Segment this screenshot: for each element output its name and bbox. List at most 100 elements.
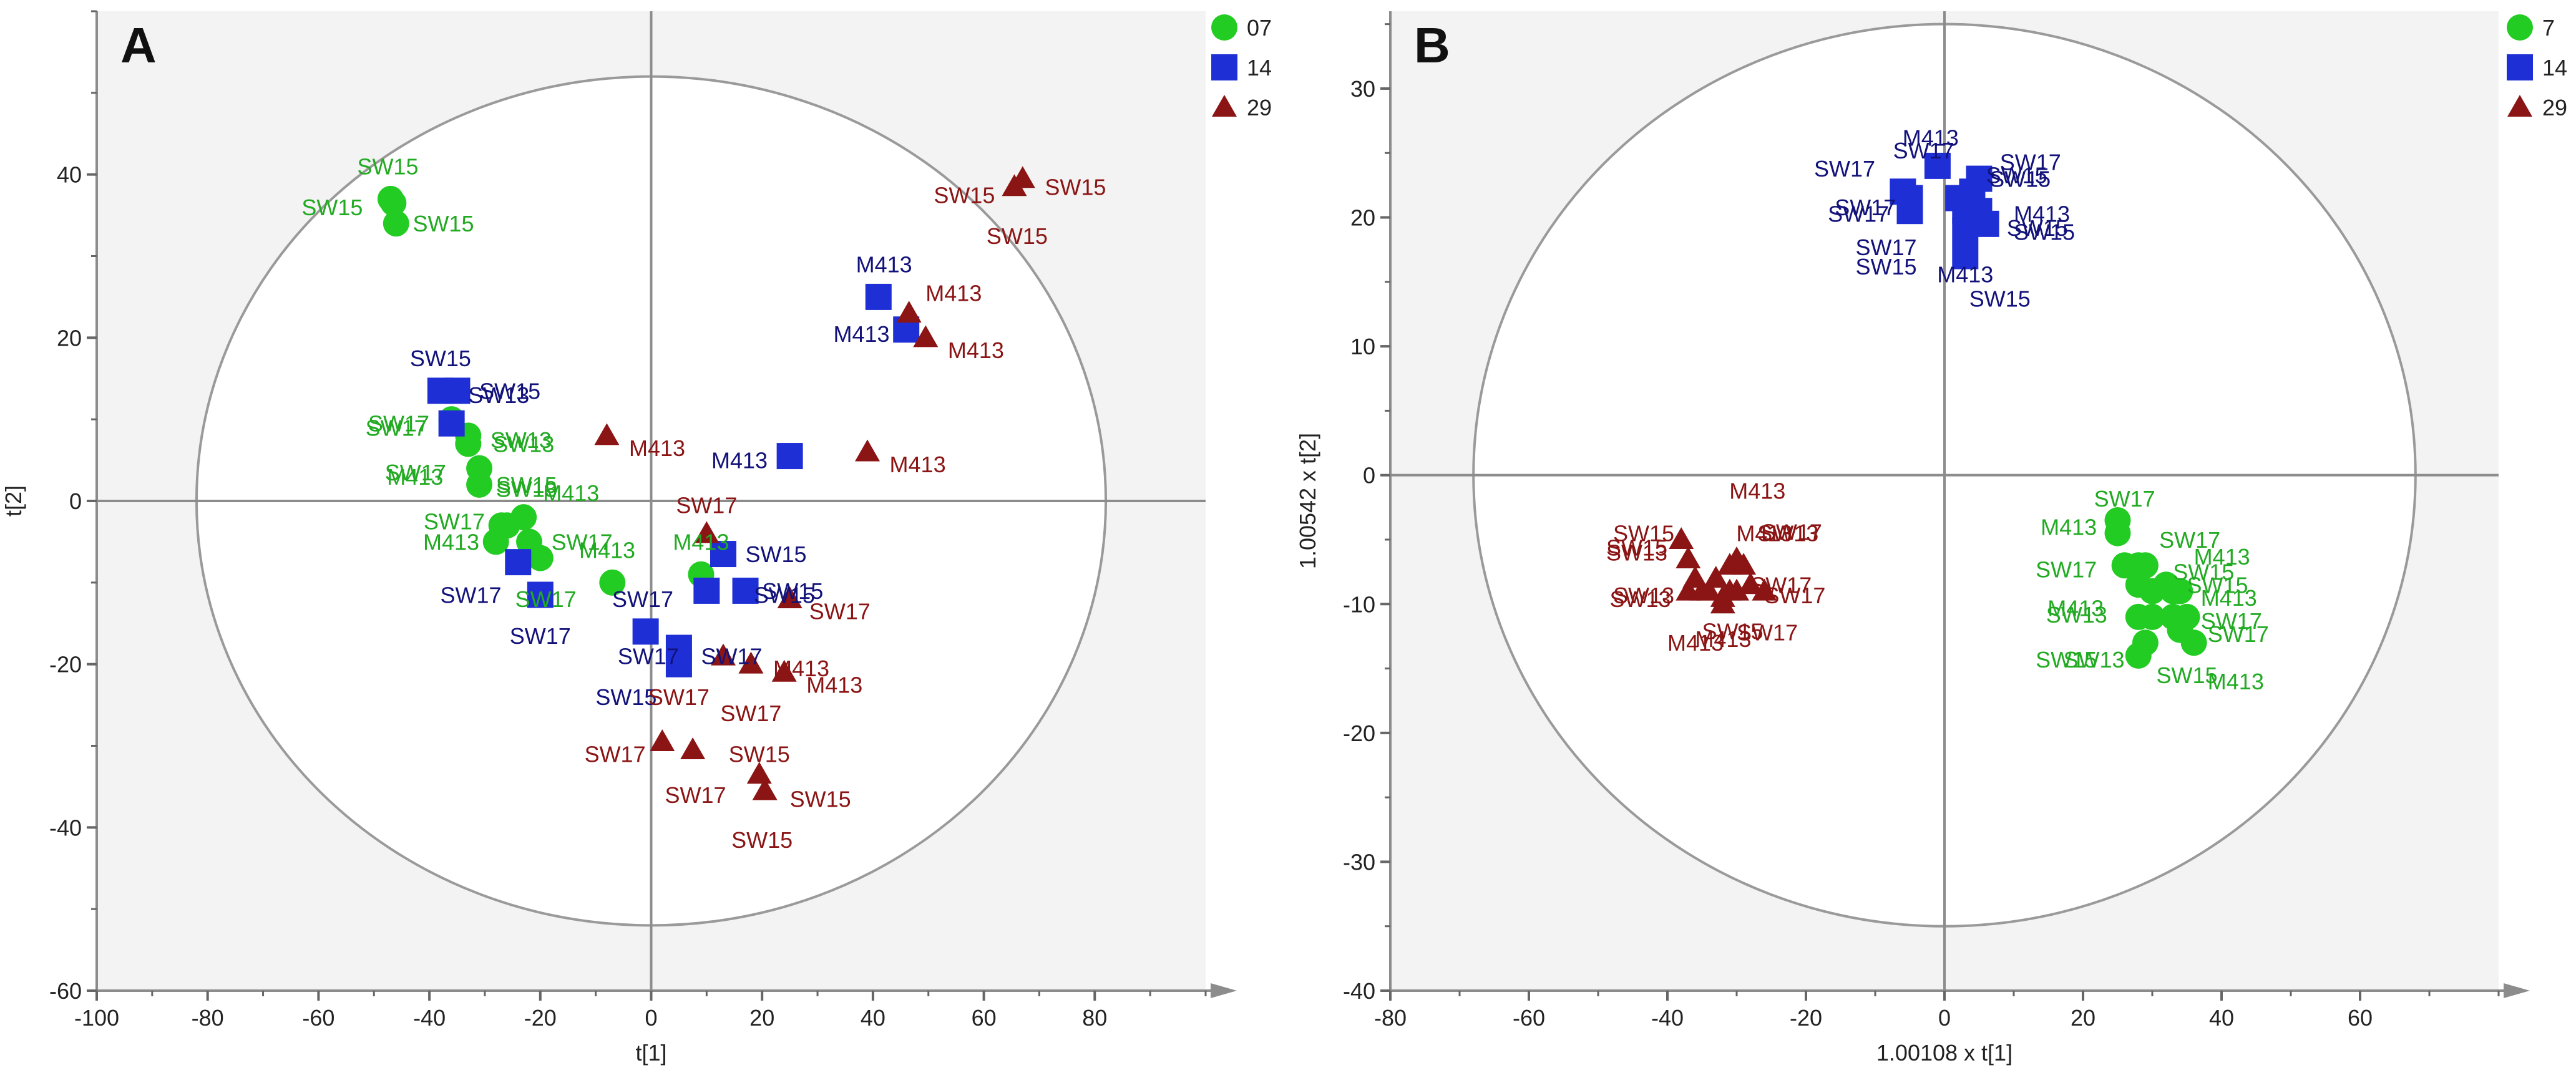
point-29-8	[1731, 553, 1757, 575]
point-label: M413	[2047, 595, 2104, 621]
point-7-1	[2104, 520, 2131, 546]
point-7-11	[2139, 603, 2165, 630]
y-tick-label: 40	[57, 162, 82, 188]
point-label: SW15	[729, 742, 790, 767]
point-label: SW15	[496, 472, 557, 498]
point-label: M413	[543, 480, 599, 506]
point-label: SW17	[515, 586, 577, 612]
point-14-10	[732, 577, 759, 604]
point-label: M413	[2014, 201, 2070, 226]
x-tick-label: 0	[1938, 1005, 1951, 1031]
point-label: SW17	[2208, 621, 2269, 647]
point-label: SW17	[368, 411, 429, 437]
point-29-11	[650, 729, 675, 751]
point-label: SW13	[1757, 521, 1818, 546]
point-label: M413	[948, 338, 1004, 363]
point-label: SW15	[731, 827, 793, 853]
point-29-4	[855, 439, 881, 462]
point-label: SW17	[1893, 138, 1954, 163]
point-label: SW15	[1986, 162, 2047, 188]
point-label: SW15	[357, 154, 418, 180]
point-29-8	[711, 643, 736, 666]
point-7-17	[2180, 629, 2207, 656]
point-29-7	[777, 586, 803, 608]
point-14-2	[1896, 198, 1923, 225]
point-label: SW15	[2036, 647, 2097, 673]
point-14-8	[710, 541, 737, 568]
point-label: SW17	[809, 599, 871, 624]
point-label: SW13	[1610, 586, 1671, 612]
x-tick-label: 60	[972, 1005, 997, 1031]
point-07-7	[466, 471, 493, 498]
point-label: SW17	[1835, 195, 1896, 220]
point-label: M413	[423, 529, 479, 555]
point-label: SW17	[510, 623, 571, 649]
point-07-2	[383, 210, 409, 237]
point-label: M413	[1736, 521, 1792, 546]
x-tick-label: -80	[192, 1005, 224, 1031]
point-14-3	[1924, 152, 1951, 179]
y-tick-label: -20	[1343, 721, 1375, 746]
y-axis-title: 1.00542 x t[2]	[1295, 433, 1320, 569]
point-label: M413	[387, 464, 443, 490]
point-29-12	[680, 737, 706, 760]
point-29-13	[1738, 572, 1764, 595]
point-label: SW17	[585, 742, 646, 767]
point-29-14	[1752, 578, 1777, 601]
y-tick-label: 10	[1350, 334, 1375, 359]
point-29-1	[1676, 546, 1701, 568]
point-29-10	[771, 659, 797, 682]
point-label: SW17	[385, 460, 446, 485]
point-14-9	[693, 577, 720, 604]
panel-label: B	[1414, 17, 1450, 73]
legend-marker-29	[1212, 95, 1237, 117]
y-tick-label: 0	[1363, 463, 1375, 488]
point-label: SW17	[2036, 556, 2097, 582]
point-label: SW17	[1764, 583, 1825, 608]
point-07-14	[599, 569, 626, 596]
point-label: SW15	[2187, 572, 2248, 598]
point-label: SW15	[1702, 619, 1764, 644]
point-label: M413	[925, 280, 982, 306]
point-label: SW15	[2156, 663, 2217, 688]
point-label: M413	[833, 321, 889, 347]
point-label: SW17	[366, 415, 427, 440]
y-tick-label: 20	[57, 325, 82, 351]
x-tick-label: 40	[861, 1005, 886, 1031]
x-tick-label: -40	[413, 1005, 446, 1031]
point-label: SW15	[1969, 286, 2031, 312]
point-label: SW15	[412, 211, 474, 236]
point-label: M413	[890, 452, 946, 477]
point-label: SW17	[2000, 150, 2061, 175]
point-label: SW17	[424, 509, 485, 535]
point-07-10	[510, 504, 537, 531]
point-29-13	[746, 762, 772, 784]
point-label: SW15	[934, 182, 995, 208]
y-tick-label: 30	[1350, 76, 1375, 102]
panel-label: A	[120, 17, 157, 73]
x-tick-label: 20	[749, 1005, 774, 1031]
point-label: SW17	[618, 644, 679, 669]
point-label: SW13	[468, 382, 529, 408]
point-14-3	[505, 549, 532, 576]
point-14-12	[1952, 243, 1979, 270]
legend-label: 14	[1247, 55, 1272, 80]
x-tick-label: -80	[1374, 1005, 1407, 1031]
point-label: SW15	[1045, 174, 1106, 200]
point-label: SW13	[2064, 647, 2125, 673]
point-label: M413	[711, 448, 768, 474]
point-label: SW17	[720, 701, 781, 726]
x-tick-label: 0	[645, 1005, 657, 1031]
point-label: M413	[629, 435, 685, 461]
legend-label: 29	[2542, 95, 2567, 120]
x-tick-label: 60	[2348, 1005, 2373, 1031]
point-29-5	[594, 423, 620, 445]
point-label: M413	[2041, 514, 2097, 540]
point-label: M413	[579, 538, 635, 563]
point-7-16	[2125, 642, 2152, 669]
x-tick-label: 20	[2071, 1005, 2095, 1031]
point-label: SW17	[1856, 235, 1917, 260]
point-29-6	[694, 521, 720, 543]
point-label: SW15	[987, 223, 1048, 249]
point-label: SW17	[1828, 201, 1889, 226]
